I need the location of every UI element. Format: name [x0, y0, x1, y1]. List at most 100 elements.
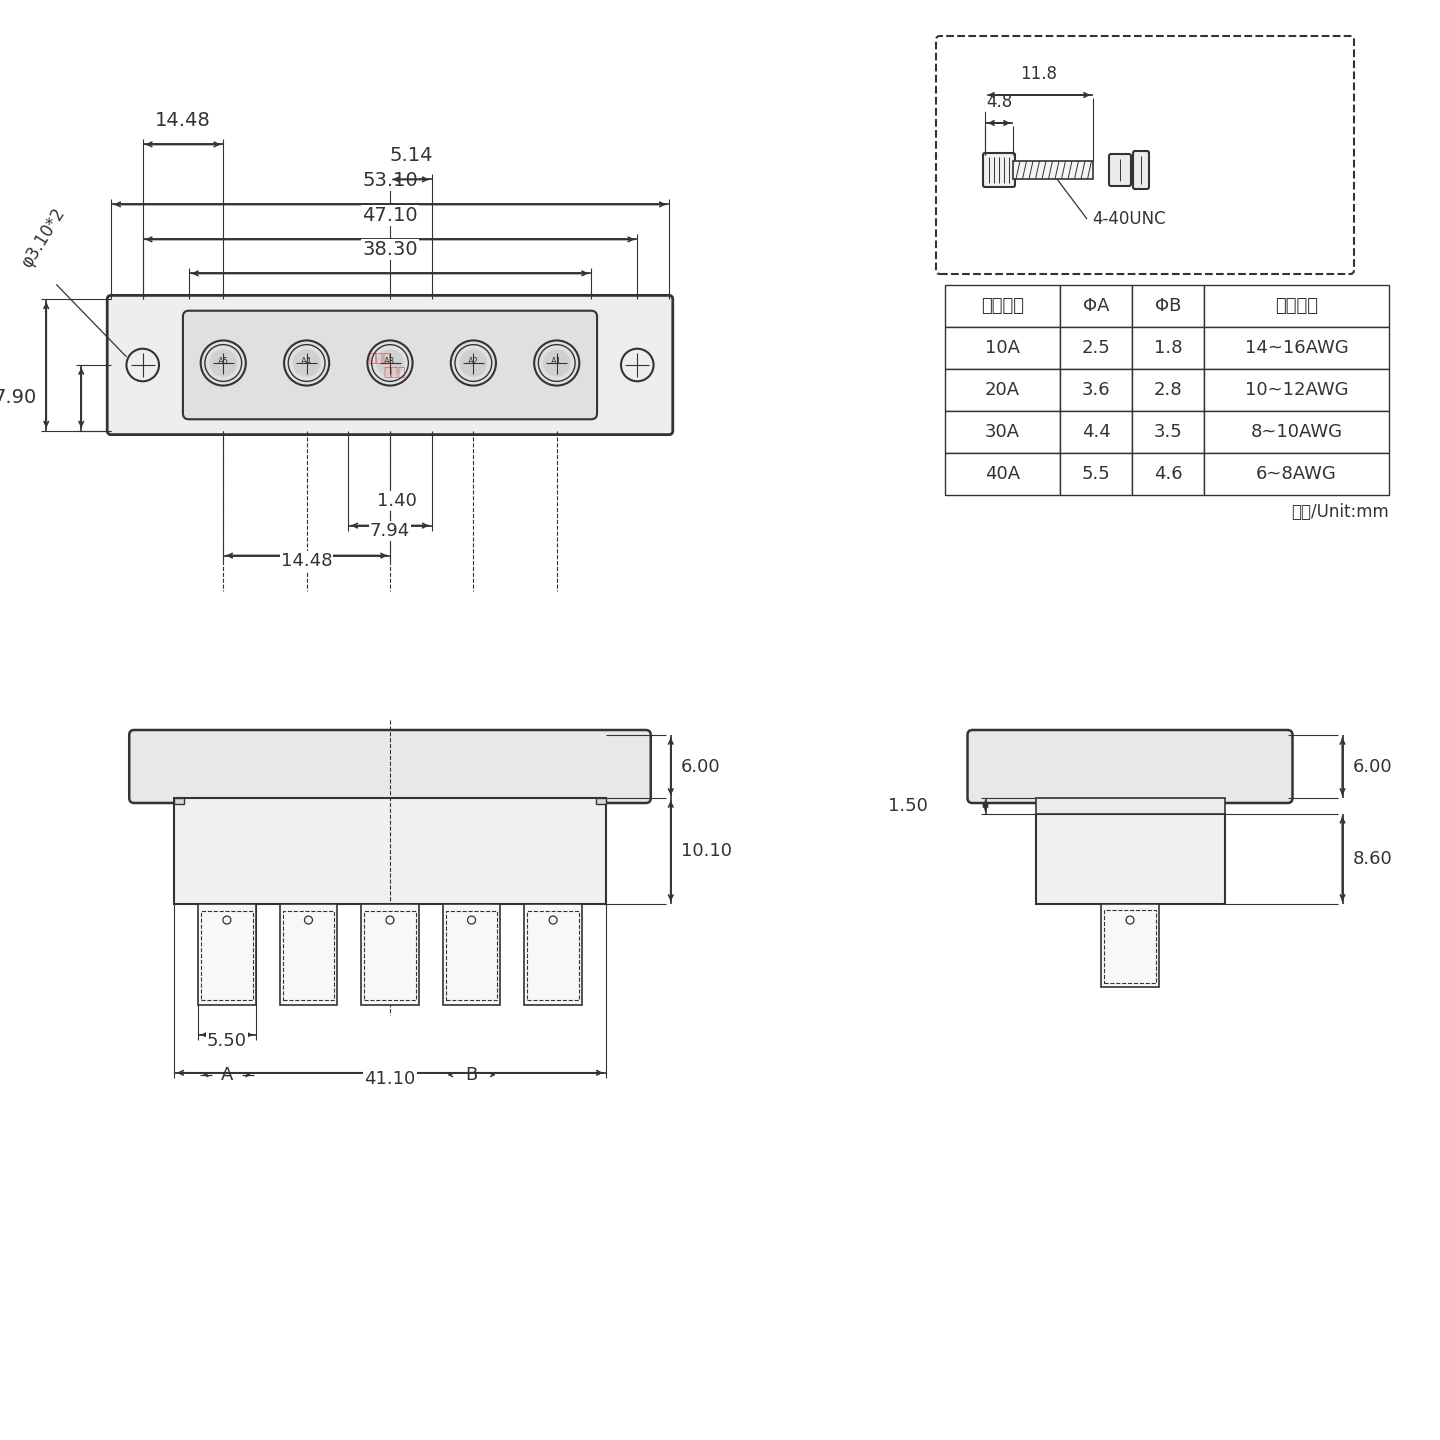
Text: 7.94: 7.94: [370, 521, 410, 540]
Text: 1.8: 1.8: [1153, 338, 1182, 357]
Text: 4.6: 4.6: [1153, 465, 1182, 482]
FancyBboxPatch shape: [968, 730, 1293, 804]
Text: 10.10: 10.10: [681, 842, 732, 860]
FancyBboxPatch shape: [183, 311, 598, 419]
Bar: [282, 912, 334, 999]
Text: 2.5: 2.5: [1081, 338, 1110, 357]
Bar: [1204, 285, 1390, 327]
Bar: [279, 904, 337, 1005]
Text: 4.4: 4.4: [1081, 423, 1110, 441]
Text: 47.10: 47.10: [363, 206, 418, 226]
Bar: [445, 912, 497, 999]
Text: 14~16AWG: 14~16AWG: [1244, 338, 1348, 357]
Text: 线材规格: 线材规格: [1274, 297, 1318, 315]
Bar: [1060, 285, 1132, 327]
Text: 3.6: 3.6: [1081, 382, 1110, 399]
Bar: [1204, 410, 1390, 454]
Bar: [945, 369, 1060, 410]
Bar: [1132, 285, 1204, 327]
Text: 30A: 30A: [985, 423, 1020, 441]
Bar: [1104, 910, 1156, 984]
FancyBboxPatch shape: [984, 153, 1015, 187]
Bar: [524, 904, 582, 1005]
Bar: [1204, 454, 1390, 495]
Text: 11.8: 11.8: [1021, 65, 1057, 84]
Text: 单位/Unit:mm: 单位/Unit:mm: [1292, 503, 1390, 521]
Text: 8.60: 8.60: [1352, 850, 1392, 868]
Bar: [945, 454, 1060, 495]
Text: 38.30: 38.30: [363, 240, 418, 259]
Bar: [596, 798, 606, 804]
Text: 3.5: 3.5: [1153, 423, 1182, 441]
FancyBboxPatch shape: [174, 798, 606, 904]
Circle shape: [294, 350, 320, 376]
Bar: [1035, 814, 1224, 904]
Text: 6.00: 6.00: [1352, 757, 1392, 776]
Text: 5.5: 5.5: [1081, 465, 1110, 482]
Text: A3: A3: [384, 357, 396, 366]
Text: 1.50: 1.50: [887, 796, 927, 815]
Text: 2.8: 2.8: [1153, 382, 1182, 399]
Text: A: A: [220, 1066, 233, 1084]
Text: 5.14: 5.14: [389, 147, 432, 166]
Text: 4-40UNC: 4-40UNC: [1092, 210, 1165, 228]
Text: 10~12AWG: 10~12AWG: [1244, 382, 1348, 399]
Bar: [1060, 410, 1132, 454]
FancyBboxPatch shape: [1133, 151, 1149, 189]
Bar: [199, 904, 256, 1005]
Text: φ3.10*2: φ3.10*2: [17, 204, 69, 271]
Circle shape: [210, 350, 236, 376]
Text: 10A: 10A: [985, 338, 1020, 357]
Bar: [361, 904, 419, 1005]
Bar: [174, 798, 184, 804]
Bar: [1204, 327, 1390, 369]
Bar: [1035, 798, 1224, 814]
Bar: [1060, 369, 1132, 410]
Bar: [364, 912, 416, 999]
Text: 8~10AWG: 8~10AWG: [1250, 423, 1342, 441]
Bar: [945, 410, 1060, 454]
Bar: [1060, 454, 1132, 495]
Circle shape: [544, 350, 570, 376]
Bar: [1132, 369, 1204, 410]
Bar: [1204, 369, 1390, 410]
Bar: [1060, 327, 1132, 369]
FancyBboxPatch shape: [130, 730, 651, 804]
Text: A5: A5: [217, 357, 229, 366]
FancyBboxPatch shape: [1109, 154, 1130, 186]
Text: 14.48: 14.48: [281, 552, 333, 570]
Bar: [945, 327, 1060, 369]
Bar: [202, 912, 253, 999]
Text: 思瑞仕: 思瑞仕: [383, 367, 406, 380]
FancyBboxPatch shape: [107, 295, 672, 435]
Text: 20A: 20A: [985, 382, 1020, 399]
Text: ΦB: ΦB: [1155, 297, 1181, 315]
Text: 7.90: 7.90: [0, 389, 36, 408]
Text: 额定电流: 额定电流: [981, 297, 1024, 315]
Bar: [527, 912, 579, 999]
Text: B: B: [465, 1066, 478, 1084]
Bar: [1012, 161, 1093, 179]
Text: 5.50: 5.50: [207, 1032, 246, 1050]
Bar: [1102, 904, 1159, 988]
Bar: [1132, 454, 1204, 495]
Text: A4: A4: [301, 357, 312, 366]
Circle shape: [377, 350, 403, 376]
Circle shape: [461, 350, 487, 376]
Bar: [1132, 410, 1204, 454]
Text: A1: A1: [552, 357, 562, 366]
Text: A2: A2: [468, 357, 480, 366]
Text: 6.00: 6.00: [681, 757, 720, 776]
Text: 4.8: 4.8: [986, 94, 1012, 111]
Text: 41.10: 41.10: [364, 1070, 416, 1087]
Bar: [945, 285, 1060, 327]
Text: 53.10: 53.10: [361, 171, 418, 190]
Text: 6~8AWG: 6~8AWG: [1256, 465, 1336, 482]
Bar: [1132, 327, 1204, 369]
Text: ΦA: ΦA: [1083, 297, 1109, 315]
Text: 14.48: 14.48: [156, 111, 210, 131]
Bar: [442, 904, 501, 1005]
Text: 深圳市: 深圳市: [369, 353, 392, 366]
Text: 40A: 40A: [985, 465, 1020, 482]
Text: 1.40: 1.40: [377, 491, 418, 510]
